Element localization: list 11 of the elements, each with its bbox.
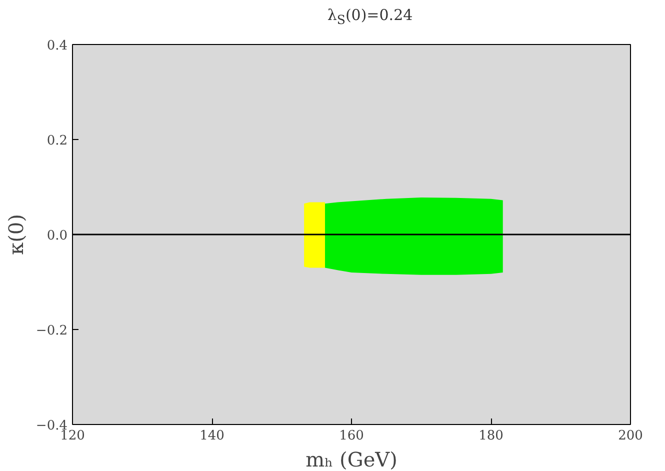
y-tick-label: −0.2 — [36, 324, 68, 338]
y-axis-title: κ(0) — [4, 214, 28, 255]
x-tick-label: 160 — [339, 428, 364, 444]
y-tick-label: 0.2 — [46, 134, 68, 148]
chart-title: λ$_{S}$(0)=0.24 — [327, 5, 413, 29]
x-tick-label: 180 — [478, 428, 504, 444]
x-axis-title: mₕ (GeV) — [306, 448, 398, 471]
x-tick-label: 140 — [200, 428, 224, 444]
y-tick-label: 0.0 — [46, 228, 68, 244]
y-tick-label: 0.4 — [46, 38, 68, 54]
x-tick-label: 200 — [618, 428, 643, 444]
